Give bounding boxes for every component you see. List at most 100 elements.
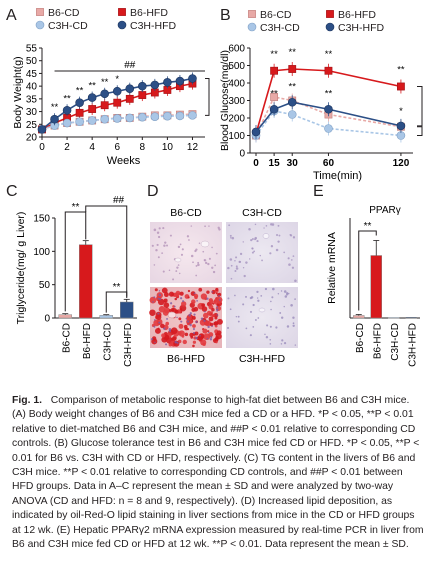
lipid-droplet xyxy=(215,287,219,292)
nucleus-dot xyxy=(230,264,233,267)
image-label: B6-CD xyxy=(170,207,202,219)
nucleus-dot xyxy=(170,302,173,305)
x-tick-label: C3H-CD xyxy=(102,323,113,361)
nucleus-dot xyxy=(251,237,254,240)
lipid-droplet xyxy=(216,318,223,325)
nucleus-dot xyxy=(196,299,198,302)
panel-label: A xyxy=(6,7,17,24)
lipid-droplet xyxy=(191,307,196,312)
vessel-lumen xyxy=(174,257,182,263)
y-axis-title: Triglyceride(mg/ g Liver) xyxy=(15,212,27,325)
nucleus-dot xyxy=(192,261,194,264)
significance-mark: ** xyxy=(270,49,278,60)
data-point xyxy=(125,94,134,103)
nucleus-dot xyxy=(157,235,161,239)
y-tick-label: 45 xyxy=(26,69,38,80)
nucleus-dot xyxy=(269,338,272,341)
nucleus-dot xyxy=(158,321,161,324)
nucleus-dot xyxy=(265,225,268,227)
x-tick-label: B6-CD xyxy=(61,323,72,353)
lipid-droplet xyxy=(214,324,218,328)
lipid-droplet xyxy=(192,344,195,348)
significance-mark: ** xyxy=(289,47,297,58)
nucleus-dot xyxy=(269,343,272,345)
nucleus-dot xyxy=(182,300,185,303)
bar xyxy=(353,315,365,319)
y-tick-label: 100 xyxy=(33,247,50,258)
nucleus-dot xyxy=(156,231,160,234)
nucleus-dot xyxy=(270,308,272,311)
nucleus-dot xyxy=(290,259,293,261)
lipid-droplet xyxy=(193,293,199,299)
nucleus-dot xyxy=(180,253,184,256)
data-point xyxy=(87,116,97,125)
nucleus-dot xyxy=(155,249,158,252)
lipid-droplet xyxy=(163,292,169,298)
nucleus-dot xyxy=(195,274,198,277)
data-point xyxy=(287,110,297,119)
nucleus-dot xyxy=(185,317,187,320)
lipid-droplet xyxy=(171,336,177,341)
significance-bracket xyxy=(417,126,423,136)
nucleus-dot xyxy=(234,269,237,272)
lipid-droplet xyxy=(191,315,196,320)
legend-marker xyxy=(117,20,127,30)
x-tick-label: 0 xyxy=(39,142,45,153)
lipid-droplet xyxy=(201,303,206,307)
significance-mark: * xyxy=(115,74,119,85)
nucleus-dot xyxy=(277,293,280,295)
lipid-droplet xyxy=(149,296,157,304)
nucleus-dot xyxy=(229,308,232,311)
significance-bracket xyxy=(205,78,210,116)
x-axis-title: Weeks xyxy=(107,155,141,167)
nucleus-dot xyxy=(203,259,206,261)
bar xyxy=(388,317,400,319)
x-tick-label: 2 xyxy=(64,142,70,153)
nucleus-dot xyxy=(188,314,191,317)
nucleus-dot xyxy=(215,252,218,255)
nucleus-dot xyxy=(294,279,297,282)
micrograph-background xyxy=(150,222,222,283)
image-label: C3H-HFD xyxy=(239,353,285,365)
nucleus-dot xyxy=(166,244,169,247)
figure-label: Fig. 1. xyxy=(12,395,43,406)
nucleus-dot xyxy=(154,341,156,344)
nucleus-dot xyxy=(229,234,232,237)
lipid-droplet xyxy=(202,328,208,334)
nucleus-dot xyxy=(163,327,166,330)
lipid-droplet xyxy=(203,333,211,341)
lipid-droplet xyxy=(213,321,217,326)
data-point xyxy=(396,121,406,131)
lipid-droplet xyxy=(160,323,165,329)
legend-label: B6-HFD xyxy=(338,9,376,21)
lipid-droplet xyxy=(205,320,212,327)
nucleus-dot xyxy=(153,296,156,299)
lipid-droplet xyxy=(214,337,219,342)
nucleus-dot xyxy=(181,248,184,251)
nucleus-dot xyxy=(239,252,243,256)
x-tick-label: C3H-HFD xyxy=(407,323,418,367)
nucleus-dot xyxy=(231,236,235,240)
lipid-droplet xyxy=(192,324,196,328)
bar xyxy=(120,301,134,319)
nucleus-dot xyxy=(192,327,196,331)
nucleus-dot xyxy=(176,316,178,319)
figure-caption: Fig. 1. Comparison of metabolic response… xyxy=(12,394,424,552)
nucleus-dot xyxy=(156,243,159,247)
lipid-droplet xyxy=(209,322,214,327)
significance-mark: ** xyxy=(289,81,297,92)
micrograph-b6-cd xyxy=(150,222,222,283)
nucleus-dot xyxy=(154,319,156,321)
nucleus-dot xyxy=(218,294,220,297)
vessel-lumen xyxy=(167,311,177,319)
legend-marker xyxy=(325,22,335,32)
data-point xyxy=(397,82,405,91)
lipid-droplet xyxy=(184,326,188,331)
lipid-droplet xyxy=(158,306,166,313)
bar xyxy=(405,317,417,319)
significance-bracket xyxy=(417,86,423,127)
nucleus-dot xyxy=(180,320,183,323)
nucleus-dot xyxy=(195,336,198,340)
nucleus-dot xyxy=(235,267,239,270)
nucleus-dot xyxy=(286,325,290,328)
